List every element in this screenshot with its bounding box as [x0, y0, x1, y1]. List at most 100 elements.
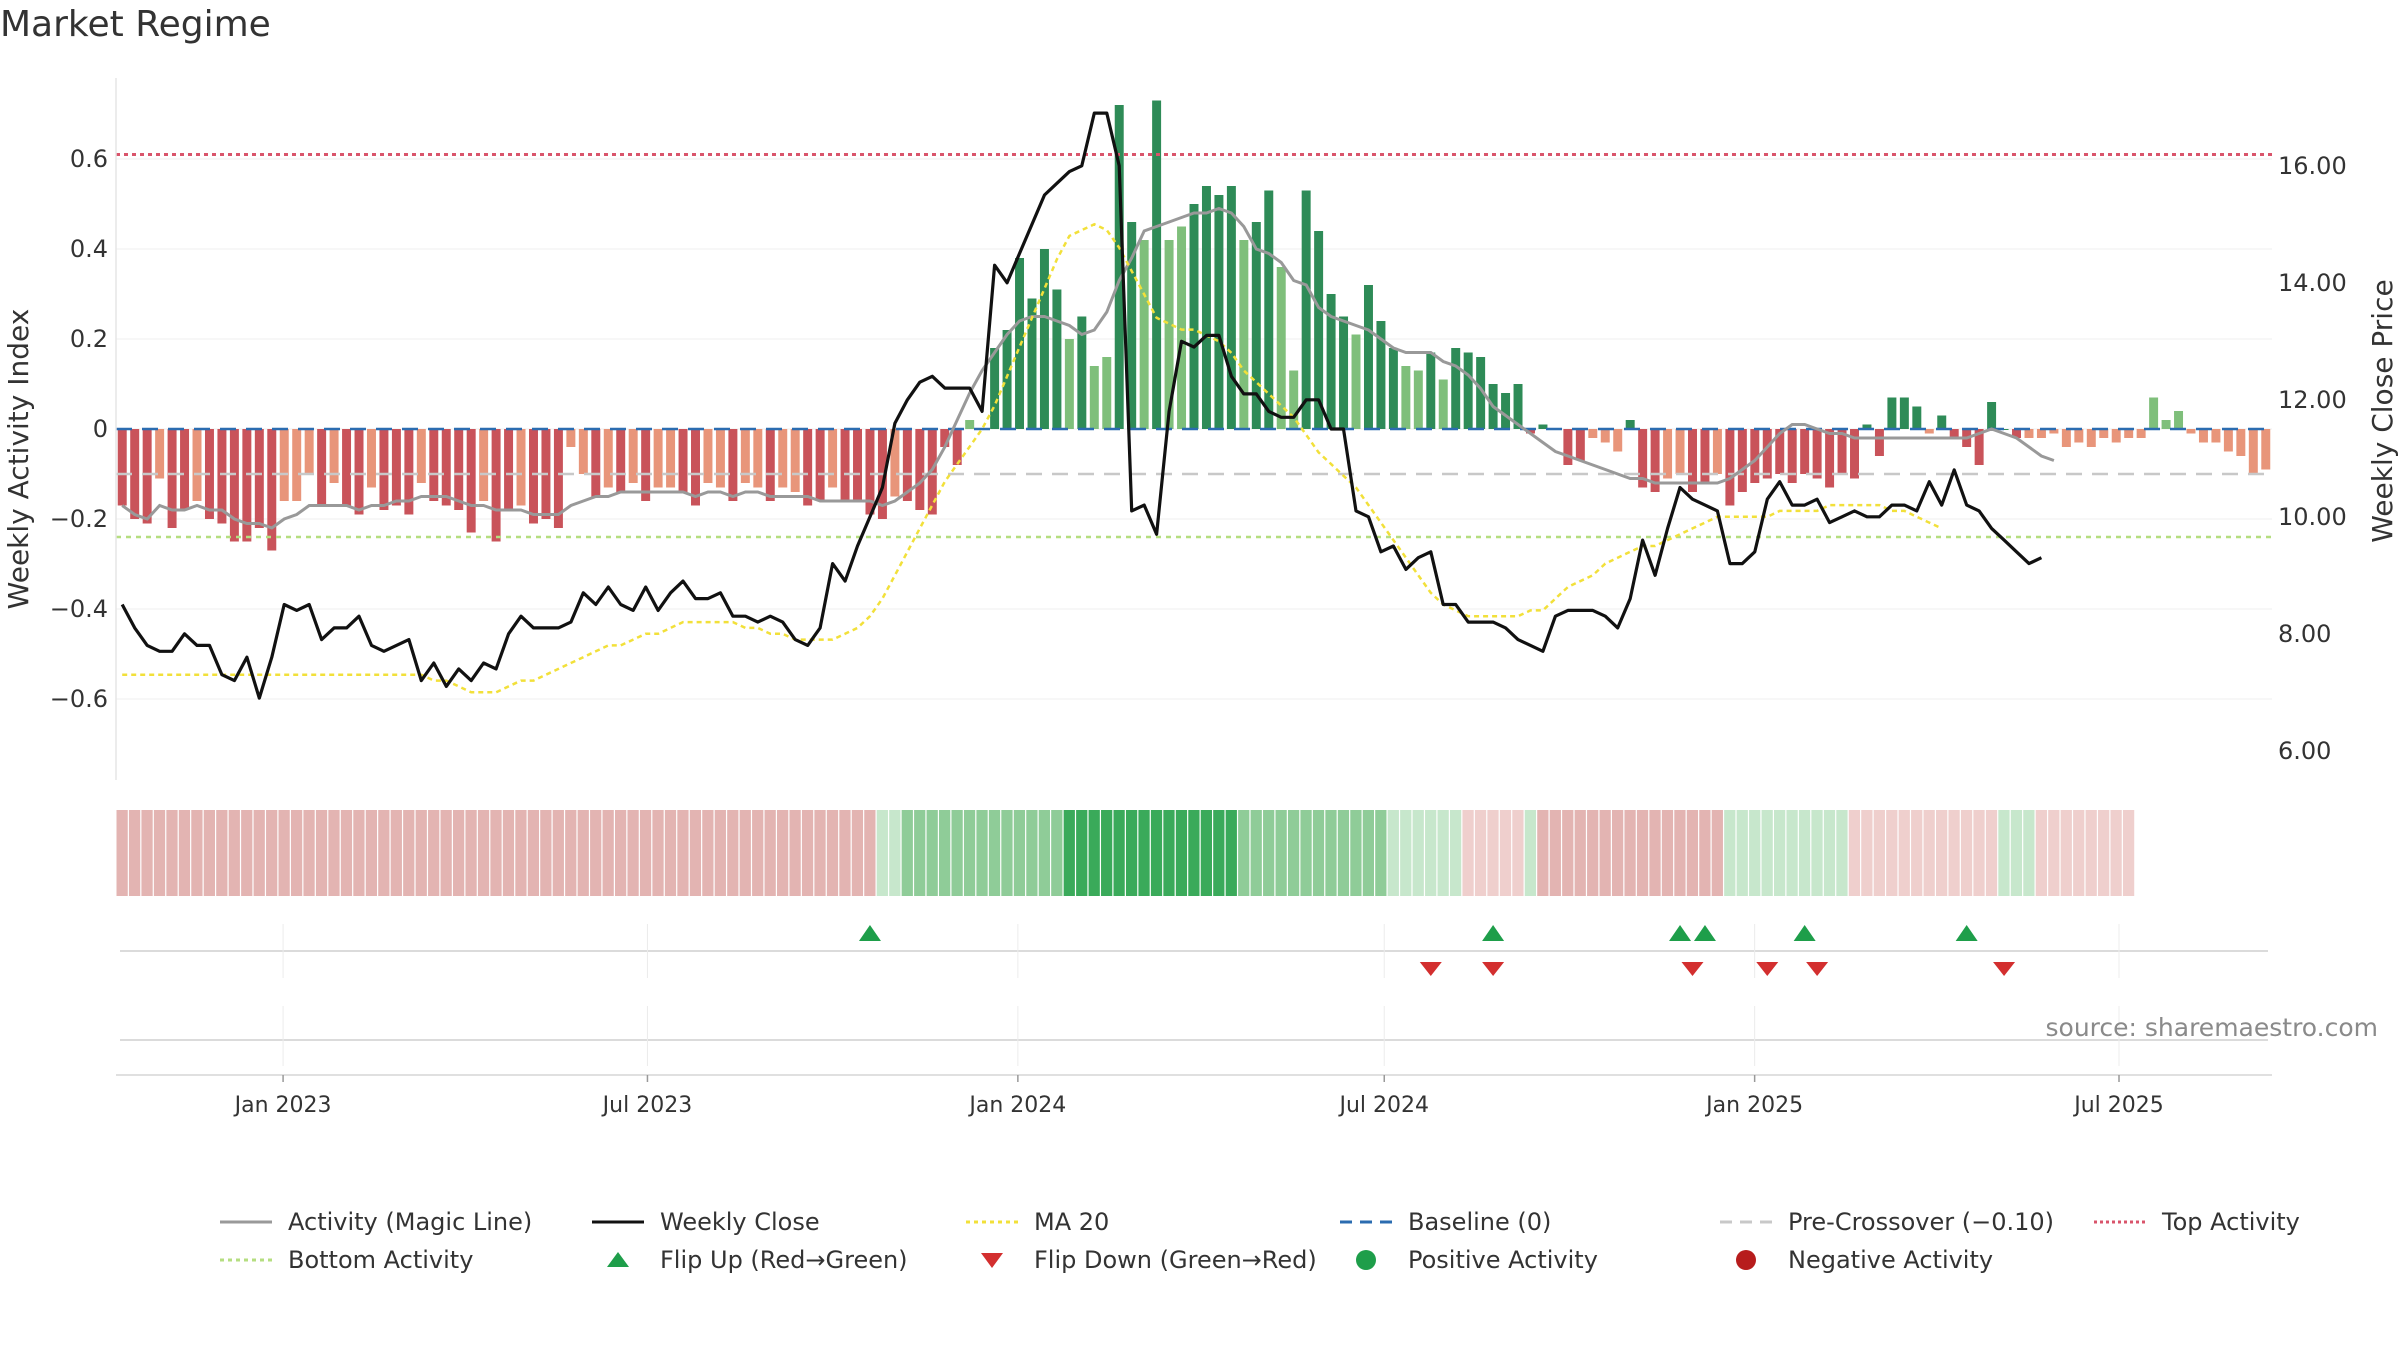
regime-cell	[1836, 810, 1848, 896]
activity-bar	[728, 429, 738, 501]
activity-bar	[1239, 240, 1249, 429]
y2-tick-label: 16.00	[2278, 152, 2347, 180]
regime-cell	[2110, 810, 2122, 896]
activity-bar	[1924, 429, 1934, 434]
regime-cell	[315, 810, 328, 896]
activity-bar	[2236, 429, 2246, 456]
activity-bar	[1999, 429, 2009, 430]
activity-bar	[1438, 379, 1448, 429]
regime-cell	[639, 810, 652, 896]
activity-bar	[666, 429, 676, 488]
regime-cell	[1487, 810, 1499, 896]
activity-bar	[354, 429, 364, 515]
activity-bar	[1388, 348, 1398, 429]
activity-bar	[1413, 370, 1423, 429]
axes: 0.6 0.4 0.2 0 −0.2 −0.4 −0.6 16.00 14.00 12.00 10.…	[2, 78, 2399, 780]
flip-markers	[120, 924, 2268, 1066]
regime-cell	[864, 810, 876, 896]
activity-bar	[1899, 397, 1909, 429]
legend-swatch	[1356, 1250, 1376, 1270]
activity-bar	[778, 429, 788, 488]
regime-cell	[303, 810, 315, 896]
activity-bar	[1688, 429, 1697, 492]
legend-item: Activity (Magic Line)	[218, 1208, 532, 1236]
regime-cell	[1200, 810, 1212, 896]
activity-bar	[853, 429, 863, 501]
y2-tick-label: 10.00	[2278, 503, 2347, 531]
activity-bar	[2099, 429, 2109, 438]
regime-cell	[1337, 810, 1350, 896]
legend-item: Weekly Close	[590, 1208, 820, 1236]
activity-bar	[2136, 429, 2146, 438]
activity-bar	[1326, 294, 1336, 429]
legend-item: Positive Activity	[1338, 1246, 1598, 1274]
activity-bar	[1775, 429, 1785, 474]
activity-bar	[952, 429, 962, 465]
regime-cell	[2035, 810, 2047, 896]
legend-swatch	[607, 1252, 629, 1267]
legend-item: Baseline (0)	[1338, 1208, 1551, 1236]
activity-bar	[616, 429, 626, 492]
regime-cell	[1998, 810, 2010, 896]
regime-cell	[1325, 810, 1337, 896]
y-tick-label: −0.4	[50, 595, 108, 623]
regime-cell	[1101, 810, 1113, 896]
regime-cell	[1250, 810, 1262, 896]
regime-cell	[1512, 810, 1524, 896]
activity-bar	[2036, 429, 2046, 438]
regime-cell	[452, 810, 465, 896]
regime-cell	[652, 810, 664, 896]
activity-bar	[1737, 429, 1747, 492]
regime-cell	[963, 810, 976, 896]
activity-bar	[653, 429, 663, 488]
flip-up-marker	[858, 925, 881, 941]
legend-label: Activity (Magic Line)	[288, 1208, 533, 1236]
legend-item: Flip Up (Red→Green)	[590, 1246, 908, 1274]
activity-bar	[1451, 348, 1461, 429]
regime-cell	[1238, 810, 1250, 896]
regime-cell	[1823, 810, 1836, 896]
y2-tick-label: 14.00	[2278, 269, 2347, 297]
activity-bar	[441, 429, 451, 506]
regime-cell	[1524, 810, 1537, 896]
legend-label: Pre-Crossover (−0.10)	[1788, 1208, 2055, 1236]
activity-bar	[1787, 429, 1797, 483]
magic-line	[121, 206, 2055, 530]
regime-cell	[1013, 810, 1026, 896]
regime-cell	[440, 810, 452, 896]
regime-cell	[1038, 810, 1050, 896]
regime-cell	[2023, 810, 2035, 896]
regime-cell	[1300, 810, 1312, 896]
activity-bar	[965, 420, 975, 429]
activity-bar	[1189, 204, 1199, 429]
activity-bar	[454, 429, 464, 510]
regime-cell	[2010, 810, 2023, 896]
legend-swatch	[1720, 1220, 1772, 1224]
activity-bar	[1089, 366, 1099, 429]
activity-bar	[628, 429, 638, 483]
legend-label: Top Activity	[2162, 1208, 2300, 1236]
activity-bar	[2198, 429, 2208, 443]
activity-bar	[529, 429, 538, 524]
regime-cell	[1312, 810, 1325, 896]
activity-bar	[2012, 429, 2022, 438]
regime-cell	[826, 810, 839, 896]
activity-bar	[2124, 429, 2134, 438]
regime-cell	[527, 810, 540, 896]
legend-label: Flip Down (Green→Red)	[1034, 1246, 1317, 1274]
regime-cell	[1263, 810, 1275, 896]
regime-cell	[577, 810, 589, 896]
activity-bar	[641, 429, 651, 501]
activity-bar	[1563, 429, 1573, 465]
y2-tick-label: 12.00	[2278, 386, 2347, 414]
regime-cell	[614, 810, 627, 896]
activity-bar	[566, 429, 576, 447]
activity-bar	[1339, 316, 1349, 429]
regime-cell	[1462, 810, 1474, 896]
regime-cell	[677, 810, 689, 896]
activity-bar	[1102, 357, 1112, 429]
activity-bar	[915, 429, 925, 510]
activity-bar	[1862, 424, 1872, 429]
legend-swatch	[2094, 1220, 2146, 1224]
